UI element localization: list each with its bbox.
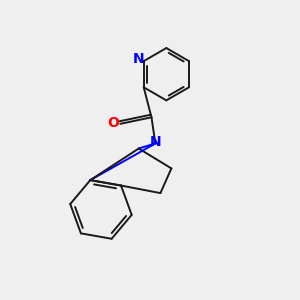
Text: N: N [150, 135, 162, 149]
Text: N: N [133, 52, 144, 66]
Text: O: O [107, 116, 119, 130]
